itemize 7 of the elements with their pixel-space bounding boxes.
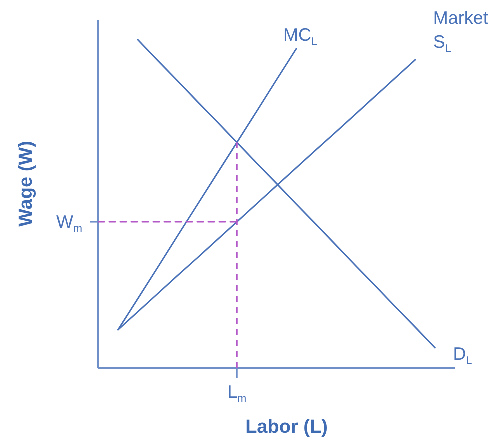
text: L$_{m}$ <box>228 382 247 406</box>
series-label: D$_{L}$ <box>453 344 472 368</box>
y-axis-title: Wage (W) <box>16 141 37 227</box>
x-axis-title: Labor (L) <box>246 417 328 438</box>
text: W$_{m}$ <box>56 212 82 236</box>
series-label: Market S$_{L}$ <box>433 8 488 56</box>
series-label: MC$_{L}$ <box>284 24 318 48</box>
